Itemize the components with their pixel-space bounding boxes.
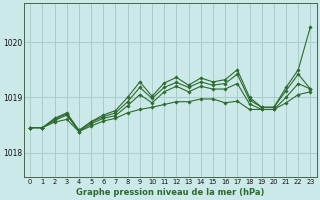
X-axis label: Graphe pression niveau de la mer (hPa): Graphe pression niveau de la mer (hPa) — [76, 188, 265, 197]
